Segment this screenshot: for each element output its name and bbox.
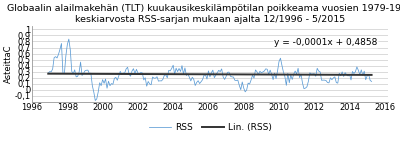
Lin. (RSS) — [46, 73, 51, 75]
Lin. (RSS) — [81, 73, 86, 75]
Lin. (RSS) — [256, 74, 261, 75]
Legend: RSS, Lin. (RSS): RSS, Lin. (RSS) — [145, 120, 275, 136]
Lin. (RSS) — [369, 74, 374, 76]
Text: y = -0,0001x + 0,4858: y = -0,0001x + 0,4858 — [274, 39, 378, 47]
Line: RSS: RSS — [48, 39, 372, 100]
Line: Lin. (RSS): Lin. (RSS) — [48, 74, 372, 75]
RSS — [259, 72, 264, 74]
RSS — [141, 79, 146, 81]
RSS — [82, 70, 87, 72]
Title: Globaalin alailmakehän (TLT) kuukausikeskilämpötilan poikkeama vuosien 1979-1998: Globaalin alailmakehän (TLT) kuukausikes… — [7, 4, 400, 24]
RSS — [369, 81, 374, 82]
Lin. (RSS) — [206, 73, 211, 75]
Lin. (RSS) — [138, 73, 143, 75]
RSS — [46, 72, 51, 74]
RSS — [66, 38, 71, 40]
Y-axis label: AsteittaC: AsteittaC — [4, 45, 13, 83]
RSS — [154, 76, 159, 78]
RSS — [234, 80, 239, 81]
RSS — [209, 72, 214, 74]
Lin. (RSS) — [152, 73, 156, 75]
Lin. (RSS) — [231, 73, 236, 75]
RSS — [93, 99, 98, 101]
